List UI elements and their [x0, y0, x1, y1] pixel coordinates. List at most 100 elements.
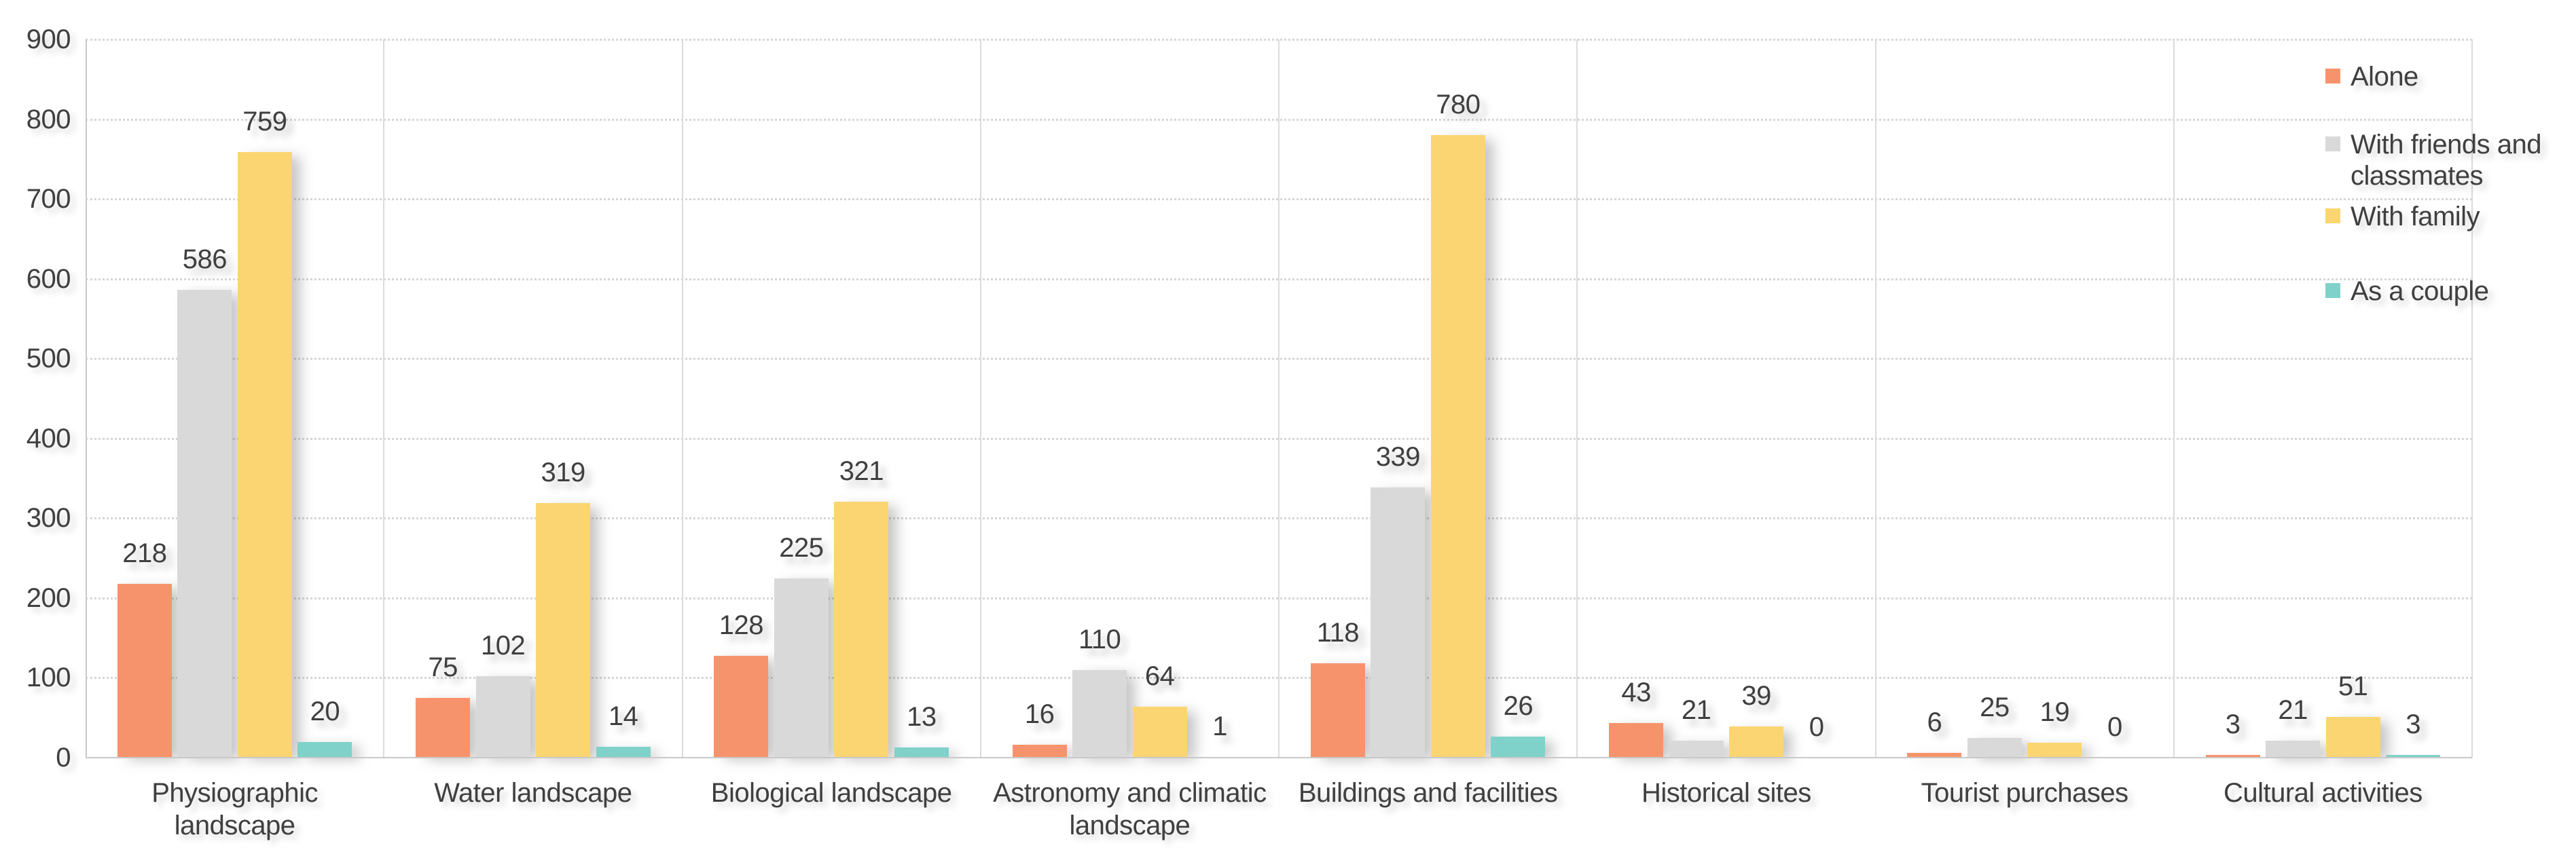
bar-with-family[interactable]	[237, 151, 292, 758]
bar-as-a-couple[interactable]	[2386, 755, 2441, 758]
bar-with-family[interactable]	[1430, 135, 1485, 758]
legend-label-line: As a couple	[2351, 276, 2489, 306]
category-separator	[979, 39, 981, 758]
bar-with-friends-and-classmates[interactable]	[774, 578, 829, 758]
legend-label-line: Alone	[2351, 62, 2418, 92]
bar-alone[interactable]	[714, 655, 769, 758]
bar-with-family[interactable]	[2325, 717, 2380, 758]
value-label: 3	[2406, 709, 2420, 740]
category-separator	[1874, 39, 1876, 758]
value-label: 0	[1809, 712, 1824, 742]
value-label: 21	[2278, 695, 2308, 726]
category-separator	[2173, 39, 2175, 758]
legend-label-line: With family	[2351, 202, 2480, 231]
bar-with-family[interactable]	[1729, 726, 1784, 758]
y-tick-label-700: 700	[26, 184, 71, 215]
value-label: 75	[428, 652, 458, 682]
value-label: 19	[2039, 697, 2070, 727]
legend-swatch	[2325, 283, 2340, 298]
bar-alone[interactable]	[2205, 755, 2260, 758]
legend-item-with-friends-and-classmates[interactable]: With friends and classmates	[2325, 129, 2542, 191]
value-label: 225	[779, 532, 824, 563]
value-label: 0	[2107, 712, 2122, 742]
bar-with-friends-and-classmates[interactable]	[475, 676, 530, 758]
bar-with-friends-and-classmates[interactable]	[1669, 741, 1724, 758]
value-label: 25	[1980, 692, 2010, 722]
value-label: 780	[1436, 90, 1481, 120]
category-label-line: Historical sites	[1641, 778, 1811, 808]
value-label: 6	[1927, 707, 1942, 737]
value-label: 14	[608, 701, 638, 731]
value-label: 21	[1681, 695, 1711, 726]
legend-label: As a couple	[2351, 276, 2489, 307]
legend-label: With friends and classmates	[2351, 129, 2542, 191]
bar-alone[interactable]	[1907, 752, 1962, 758]
legend-label-line: classmates	[2351, 161, 2484, 191]
value-label: 321	[839, 456, 884, 486]
bar-alone[interactable]	[117, 583, 172, 758]
y-tick-label-500: 500	[26, 344, 71, 374]
y-tick-label-900: 900	[26, 24, 71, 54]
y-tick-label-300: 300	[26, 503, 71, 534]
bar-alone[interactable]	[1012, 745, 1067, 758]
category-separators-layer	[86, 39, 2473, 758]
bar-with-family[interactable]	[1132, 706, 1187, 758]
category-label-line: landscape	[1069, 811, 1191, 840]
bar-with-friends-and-classmates[interactable]	[177, 290, 232, 758]
value-label: 218	[122, 538, 167, 568]
bar-as-a-couple[interactable]	[1491, 737, 1546, 758]
category-label-line: Water landscape	[434, 778, 632, 808]
bar-as-a-couple[interactable]	[894, 747, 949, 758]
value-labels-layer: 218 586 759 20 75 102 319 14 128 225 321 13 16 110 64 1…	[86, 39, 2472, 758]
plot-area: 218 586 759 20 75 102 319 14 128 225 321 13 16 110 64 1…	[86, 39, 2473, 758]
legend-swatch	[2325, 69, 2340, 84]
value-label: 3	[2225, 709, 2241, 740]
bar-alone[interactable]	[1609, 723, 1664, 758]
bar-alone[interactable]	[416, 697, 471, 758]
bar-with-friends-and-classmates[interactable]	[1371, 487, 1426, 758]
bar-as-a-couple[interactable]	[596, 746, 651, 758]
bar-with-friends-and-classmates[interactable]	[2266, 741, 2321, 758]
legend-item-alone[interactable]: Alone	[2325, 61, 2418, 92]
bar-as-a-couple[interactable]	[297, 741, 352, 758]
legend-item-with-family[interactable]: With family	[2325, 201, 2480, 232]
category-label: Buildings and facilities	[1279, 777, 1577, 809]
y-tick-label-800: 800	[26, 104, 71, 134]
category-label: Cultural activities	[2174, 777, 2472, 809]
category-separator	[1576, 39, 1578, 758]
value-label: 26	[1503, 691, 1534, 722]
value-label: 102	[481, 631, 526, 661]
bar-alone[interactable]	[1310, 663, 1365, 758]
value-label: 13	[907, 701, 937, 732]
value-label: 1	[1212, 711, 1227, 741]
category-label: Physiographic landscape	[86, 777, 384, 842]
value-label: 319	[541, 458, 586, 487]
category-separator	[2471, 39, 2473, 758]
category-label-line: Physiographic	[151, 778, 318, 808]
value-label: 43	[1621, 678, 1651, 708]
value-label: 39	[1741, 681, 1771, 711]
y-tick-label-400: 400	[26, 423, 71, 453]
legend-label-line: With friends and	[2351, 130, 2542, 160]
bar-with-family[interactable]	[834, 501, 889, 758]
value-label: 586	[182, 244, 228, 275]
value-label: 118	[1316, 618, 1360, 648]
value-label: 759	[242, 106, 287, 136]
y-axis-line	[86, 39, 87, 758]
x-axis-baseline	[86, 757, 2472, 758]
bar-with-friends-and-classmates[interactable]	[1967, 737, 2022, 758]
value-label: 16	[1024, 699, 1055, 730]
category-label-line: Buildings and facilities	[1298, 778, 1558, 808]
bar-with-friends-and-classmates[interactable]	[1072, 669, 1127, 758]
value-label: 339	[1375, 441, 1421, 472]
legend-swatch	[2325, 136, 2340, 151]
bar-with-family[interactable]	[2027, 742, 2082, 758]
bar-with-family[interactable]	[536, 503, 591, 758]
category-label-line: landscape	[174, 811, 295, 840]
category-label-line: Tourist purchases	[1921, 778, 2128, 808]
legend-item-as-a-couple[interactable]: As a couple	[2325, 276, 2489, 307]
bars-layer	[86, 39, 2472, 758]
category-separator	[681, 39, 683, 758]
category-label: Water landscape	[384, 777, 682, 809]
category-separator	[383, 39, 385, 758]
